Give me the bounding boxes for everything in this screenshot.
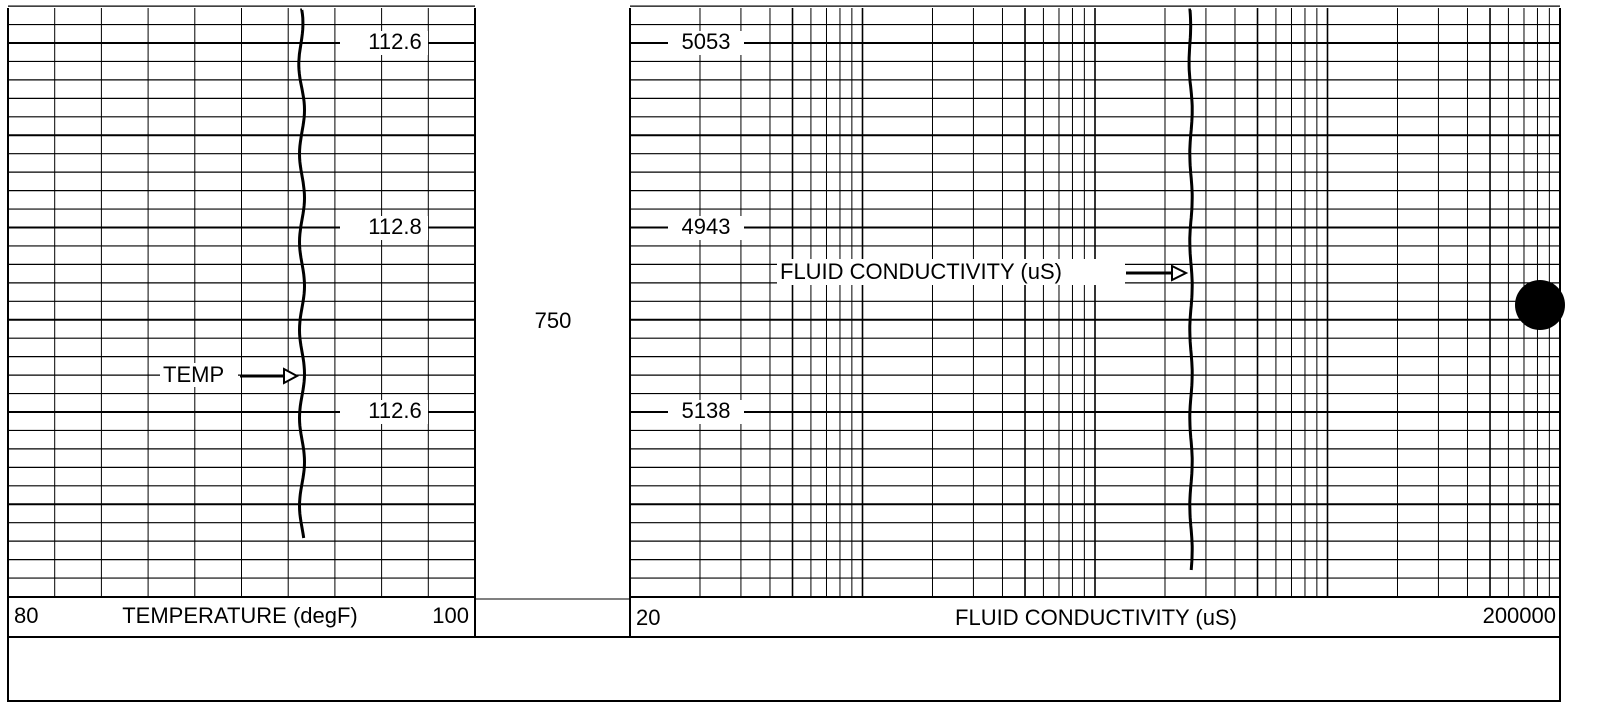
- label-bg: [668, 400, 744, 424]
- label-bg: [160, 363, 238, 387]
- curve-name: TEMP: [163, 362, 224, 387]
- arrow-head: [283, 367, 300, 385]
- label-bg: [668, 31, 744, 55]
- depth: 750: [535, 308, 572, 333]
- curve-value: 112.8: [368, 214, 421, 239]
- curve-value: 5138: [682, 398, 731, 423]
- curve-value: 4943: [682, 214, 731, 239]
- conductivity-curve: [1187, 8, 1194, 571]
- curve-value: 112.6: [368, 29, 421, 54]
- scale-max: 200000: [1483, 603, 1556, 628]
- label-bg: [340, 216, 428, 240]
- scale-max: 100: [432, 603, 469, 628]
- marker: [1515, 280, 1565, 330]
- label-bg: [668, 216, 744, 240]
- temp-curve: [297, 8, 307, 539]
- arrow-head: [1171, 264, 1189, 282]
- label-bg: [777, 259, 1125, 285]
- scale-min: 80: [14, 603, 38, 628]
- curve-value: 5053: [682, 29, 731, 54]
- scale-title: TEMPERATURE (degF): [122, 603, 358, 628]
- curve-name: FLUID CONDUCTIVITY (uS): [780, 259, 1062, 284]
- footer-box: [7, 636, 1561, 702]
- scale-title: FLUID CONDUCTIVITY (uS): [955, 605, 1237, 630]
- curve-value: 112.6: [368, 398, 421, 423]
- label-bg: [340, 31, 428, 55]
- label-bg: [340, 400, 428, 424]
- scale-min: 20: [636, 605, 660, 630]
- grid: [7, 5, 1561, 597]
